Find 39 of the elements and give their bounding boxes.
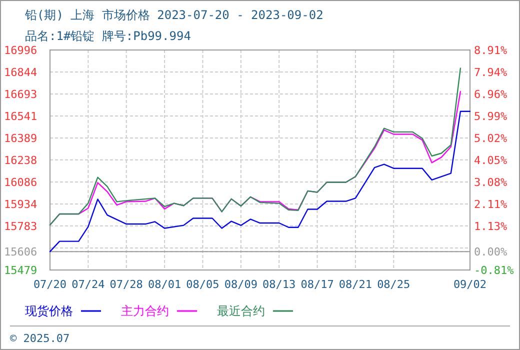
y-tick-label: 16541	[4, 110, 38, 123]
y2-tick-label: 5.02%	[474, 132, 508, 146]
x-tick-label: 08/05	[186, 278, 220, 291]
y2-tick-label: -0.81%	[474, 264, 514, 277]
y-tick-label: 16996	[4, 44, 38, 57]
legend-label: 现货价格	[25, 304, 73, 318]
y2-tick-label: 2.11%	[474, 198, 508, 211]
y-tick-label: 16693	[4, 88, 38, 101]
text: © 2025.07	[10, 332, 70, 345]
legend-label: 主力合约	[121, 304, 169, 318]
x-tick-label: 08/09	[224, 278, 258, 291]
y2-tick-label: 4.05%	[474, 154, 508, 167]
y-tick-label: 15783	[4, 220, 38, 233]
y-tick-label: 15934	[4, 198, 38, 212]
x-tick-label: 07/24	[72, 278, 106, 291]
y2-tick-label: 1.13%	[474, 220, 508, 234]
y-tick-label: 16238	[4, 154, 38, 167]
y2-tick-label: 8.91%	[474, 44, 508, 57]
y-tick-label: 15479	[4, 264, 38, 277]
y2-tick-label: 3.08%	[474, 176, 508, 189]
chart-title: 铅(期) 上海 市场价格 2023-07-20 - 2023-09-02	[24, 8, 324, 22]
x-tick-label: 08/25	[377, 278, 410, 291]
y2-tick-label: 6.96%	[474, 88, 508, 102]
y2-tick-label: 7.94%	[474, 66, 508, 79]
chart-subtitle: 品名:1#铅锭 牌号:Pb99.994	[25, 29, 191, 43]
y-tick-label: 16086	[4, 176, 38, 189]
y-tick-label: 15606	[4, 246, 38, 259]
x-tick-label: 08/17	[300, 278, 334, 291]
y2-tick-label: 5.99%	[474, 110, 508, 124]
y-tick-label: 16389	[4, 132, 38, 146]
x-tick-label: 07/20	[33, 278, 67, 291]
y2-tick-label: 0.00%	[474, 246, 508, 259]
x-tick-label: 08/21	[338, 278, 372, 291]
x-tick-label: 08/13	[262, 278, 296, 291]
x-tick-label: 09/02	[453, 278, 487, 291]
x-tick-label: 08/01	[148, 278, 182, 291]
y-tick-label: 16844	[4, 66, 38, 80]
x-tick-label: 07/28	[110, 278, 143, 291]
legend-label: 最近合约	[217, 304, 265, 318]
